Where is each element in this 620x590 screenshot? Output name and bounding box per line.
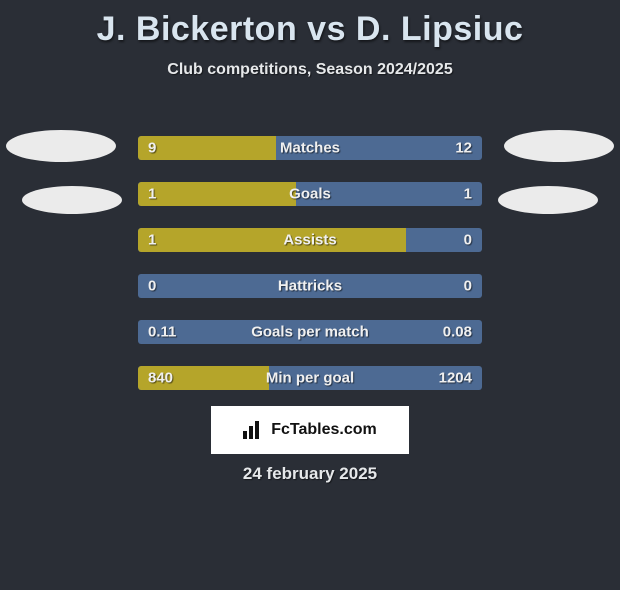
stat-center-label: Matches <box>280 140 340 157</box>
stat-left-value: 1 <box>148 186 156 203</box>
stat-right-value: 1 <box>464 186 472 203</box>
stat-center-label: Hattricks <box>278 278 342 295</box>
stat-left-value: 0 <box>148 278 156 295</box>
stat-row: 9 Matches 12 <box>138 136 482 160</box>
date-text: 24 february 2025 <box>243 464 377 484</box>
stat-row: 1 Goals 1 <box>138 182 482 206</box>
stat-row: 0 Hattricks 0 <box>138 274 482 298</box>
subtitle: Club competitions, Season 2024/2025 <box>0 61 620 79</box>
stat-center-label: Goals <box>289 186 331 203</box>
stat-left-value: 1 <box>148 232 156 249</box>
avatar-placeholder-left-2 <box>22 186 122 214</box>
stats-bars: 9 Matches 12 1 Goals 1 1 Assists 0 0 Hat… <box>138 136 482 412</box>
stat-right-value: 12 <box>455 140 472 157</box>
stat-row: 1 Assists 0 <box>138 228 482 252</box>
page-title: J. Bickerton vs D. Lipsiuc <box>0 10 620 49</box>
stat-center-label: Goals per match <box>251 324 369 341</box>
stat-center-label: Assists <box>283 232 336 249</box>
stat-row: 0.11 Goals per match 0.08 <box>138 320 482 344</box>
stat-fill <box>138 228 406 252</box>
bars-icon <box>243 421 265 439</box>
avatar-placeholder-right-2 <box>498 186 598 214</box>
stat-fill <box>138 136 276 160</box>
stat-left-value: 9 <box>148 140 156 157</box>
stat-center-label: Min per goal <box>266 370 354 387</box>
stat-right-value: 0 <box>464 278 472 295</box>
stat-right-value: 0.08 <box>443 324 472 341</box>
stat-row: 840 Min per goal 1204 <box>138 366 482 390</box>
avatar-placeholder-left-1 <box>6 130 116 162</box>
stat-fill <box>138 182 296 206</box>
stat-left-value: 840 <box>148 370 173 387</box>
avatar-placeholder-right-1 <box>504 130 614 162</box>
stat-left-value: 0.11 <box>148 324 176 341</box>
brand-text: FcTables.com <box>271 421 377 439</box>
stat-right-value: 1204 <box>439 370 472 387</box>
stat-right-value: 0 <box>464 232 472 249</box>
brand-badge: FcTables.com <box>211 406 409 454</box>
